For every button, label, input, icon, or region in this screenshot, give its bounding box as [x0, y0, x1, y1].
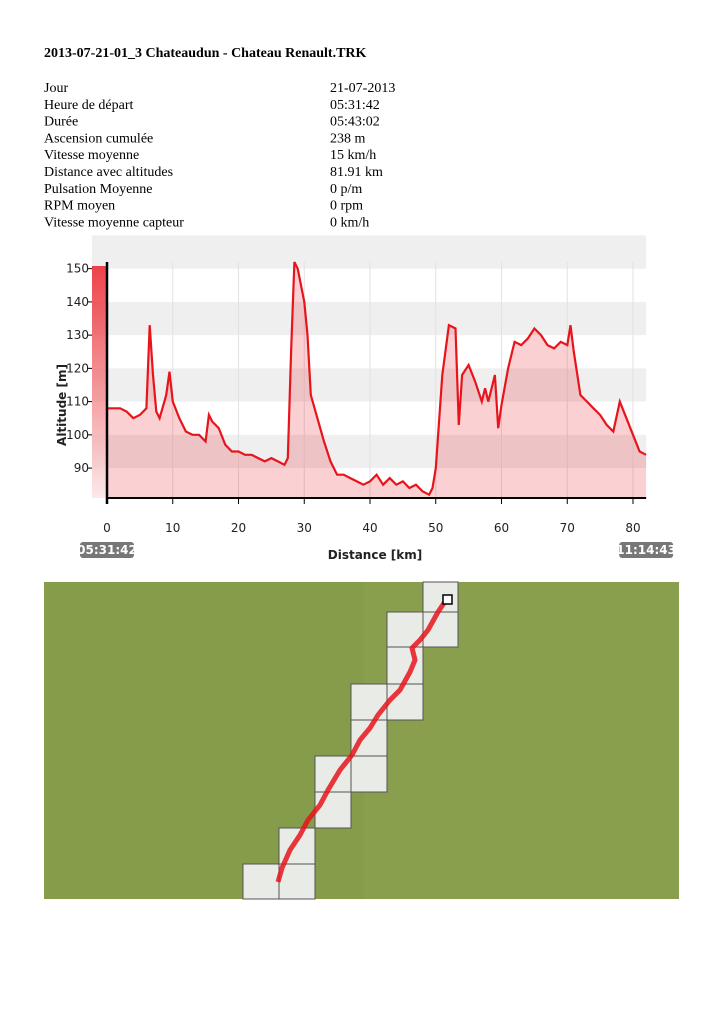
stat-label: Ascension cumulée	[44, 131, 153, 146]
stat-label: Durée	[44, 115, 78, 130]
x-tick-label: 70	[560, 521, 575, 535]
y-tick-label: 100	[66, 428, 89, 442]
y-tick-label: 150	[66, 262, 89, 276]
stat-label: Vitesse moyenne capteur	[44, 215, 184, 230]
stat-value: 238 m	[330, 131, 366, 146]
stat-label: Distance avec altitudes	[44, 165, 173, 180]
elevation-chart: 90 100 110 120 130 140 150 0 10 20 30 40 50 60 70 80 Dis…	[55, 235, 676, 562]
y-tick-label: 120	[66, 361, 89, 375]
stat-value: 0 p/m	[330, 182, 362, 197]
x-axis-label: Distance [km]	[328, 548, 422, 562]
grid-band	[92, 301, 647, 336]
time-label: 05:31:42	[77, 543, 137, 557]
y-tick-label: 110	[66, 395, 89, 409]
grid-band	[92, 434, 647, 469]
x-tick-label: 40	[362, 521, 377, 535]
time-badge	[80, 542, 134, 558]
stat-label: Vitesse moyenne	[44, 148, 139, 163]
stat-value: 81.91 km	[330, 165, 383, 180]
x-tick-label: 60	[494, 521, 509, 535]
altitude-scale	[92, 266, 107, 498]
grid-band	[92, 235, 647, 269]
y-tick-label: 90	[74, 461, 89, 475]
x-tick-label: 30	[297, 521, 312, 535]
x-tick-label: 50	[428, 521, 443, 535]
stat-label: Pulsation Moyenne	[44, 182, 153, 197]
stat-value: 15 km/h	[330, 148, 376, 163]
stat-value: 05:43:02	[330, 115, 380, 130]
y-tick-label: 130	[66, 328, 89, 342]
x-tick-label: 0	[103, 521, 111, 535]
stat-value: 21-07-2013	[330, 81, 395, 96]
x-tick-label: 80	[625, 521, 640, 535]
doc-title: 2013-07-21-01_3 Chateaudun - Chateau Ren…	[44, 46, 367, 61]
line	[107, 261, 647, 497]
map	[44, 581, 679, 900]
stat-value: 0 km/h	[330, 215, 369, 230]
stat-label: Jour	[44, 81, 68, 96]
stat-value: 0 rpm	[330, 199, 363, 214]
x-tick-label: 20	[231, 521, 246, 535]
stat-label: RPM moyen	[44, 199, 115, 214]
y-axis-label: Altitude [m]	[55, 364, 69, 446]
y-tick-label: 140	[66, 295, 89, 309]
stat-label: Heure de départ	[44, 98, 134, 113]
time-label: 11:14:43	[616, 543, 676, 557]
area	[107, 262, 647, 498]
time-badge	[619, 542, 674, 558]
stats-table: Jour 21-07-2013 Heure de départ 05:31:42 Dur…	[44, 81, 395, 230]
stat-value: 05:31:42	[330, 98, 380, 113]
grid-band	[92, 368, 647, 402]
x-tick-label: 10	[165, 521, 180, 535]
